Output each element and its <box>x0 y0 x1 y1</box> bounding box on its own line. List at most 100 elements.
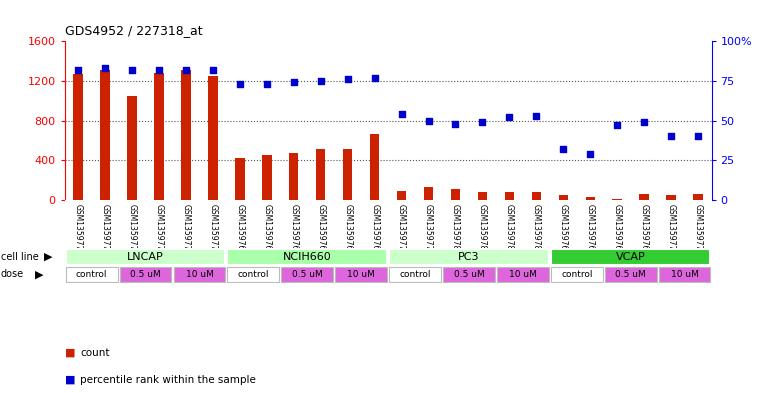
Text: GDS4952 / 227318_at: GDS4952 / 227318_at <box>65 24 202 37</box>
Text: count: count <box>80 348 110 358</box>
Bar <box>451 189 460 200</box>
Text: ▶: ▶ <box>35 270 43 279</box>
Point <box>153 67 165 73</box>
Bar <box>74 74 83 200</box>
Text: control: control <box>561 270 593 279</box>
Text: ▶: ▶ <box>44 252 53 262</box>
Bar <box>585 197 595 200</box>
Text: 10 uM: 10 uM <box>347 270 375 279</box>
Bar <box>667 195 676 200</box>
Point <box>422 118 435 124</box>
FancyBboxPatch shape <box>65 249 225 265</box>
Text: GSM1359772: GSM1359772 <box>74 204 83 255</box>
FancyBboxPatch shape <box>497 267 549 282</box>
Text: GSM1359766: GSM1359766 <box>559 204 568 255</box>
Point <box>396 111 408 118</box>
Text: GSM1359764: GSM1359764 <box>343 204 352 255</box>
Point <box>261 81 273 87</box>
FancyBboxPatch shape <box>659 267 711 282</box>
Text: GSM1359775: GSM1359775 <box>154 204 164 255</box>
FancyBboxPatch shape <box>228 267 279 282</box>
Text: GSM1359779: GSM1359779 <box>424 204 433 255</box>
Text: GSM1359774: GSM1359774 <box>128 204 136 255</box>
FancyBboxPatch shape <box>336 267 387 282</box>
Text: GSM1359769: GSM1359769 <box>640 204 648 255</box>
Text: GSM1359782: GSM1359782 <box>505 204 514 255</box>
Bar <box>478 192 487 200</box>
Point <box>368 75 380 81</box>
Point <box>450 121 462 127</box>
Text: percentile rank within the sample: percentile rank within the sample <box>80 375 256 385</box>
Text: ■: ■ <box>65 375 75 385</box>
Text: GSM1359761: GSM1359761 <box>263 204 272 255</box>
Point <box>692 133 704 140</box>
FancyBboxPatch shape <box>119 267 171 282</box>
Text: NCIH660: NCIH660 <box>283 252 332 262</box>
Bar <box>613 199 622 200</box>
Text: 0.5 uM: 0.5 uM <box>292 270 323 279</box>
FancyBboxPatch shape <box>443 267 495 282</box>
Text: GSM1359771: GSM1359771 <box>693 204 702 255</box>
Point <box>126 67 139 73</box>
Text: GSM1359765: GSM1359765 <box>370 204 379 255</box>
Bar <box>316 149 326 200</box>
Bar <box>181 70 191 200</box>
FancyBboxPatch shape <box>174 267 225 282</box>
Bar <box>262 155 272 200</box>
Bar <box>100 70 110 200</box>
Bar <box>209 76 218 200</box>
Text: 10 uM: 10 uM <box>186 270 213 279</box>
Point <box>180 67 192 73</box>
Bar <box>693 194 702 200</box>
FancyBboxPatch shape <box>551 249 711 265</box>
Text: GSM1359767: GSM1359767 <box>586 204 595 255</box>
Bar <box>127 96 137 200</box>
Point <box>207 67 219 73</box>
Text: control: control <box>400 270 431 279</box>
Bar <box>532 192 541 200</box>
Text: 0.5 uM: 0.5 uM <box>616 270 646 279</box>
Text: GSM1359778: GSM1359778 <box>397 204 406 255</box>
Bar <box>343 149 352 200</box>
Bar <box>370 134 379 200</box>
FancyBboxPatch shape <box>389 249 549 265</box>
FancyBboxPatch shape <box>551 267 603 282</box>
Point <box>503 114 515 121</box>
Point <box>99 65 111 72</box>
Text: GSM1359762: GSM1359762 <box>289 204 298 255</box>
Text: GSM1359773: GSM1359773 <box>100 204 110 255</box>
Text: GSM1359763: GSM1359763 <box>317 204 325 255</box>
Point <box>288 79 300 86</box>
Point <box>611 122 623 129</box>
Point <box>314 78 326 84</box>
Text: control: control <box>237 270 269 279</box>
Text: GSM1359776: GSM1359776 <box>181 204 190 255</box>
Point <box>476 119 489 125</box>
Point <box>342 76 354 83</box>
Text: GSM1359783: GSM1359783 <box>532 204 541 255</box>
Text: cell line: cell line <box>1 252 39 262</box>
Point <box>638 119 650 125</box>
Text: GSM1359770: GSM1359770 <box>667 204 676 255</box>
FancyBboxPatch shape <box>65 267 117 282</box>
Text: GSM1359760: GSM1359760 <box>235 204 244 255</box>
Point <box>530 113 543 119</box>
Point <box>234 81 246 87</box>
FancyBboxPatch shape <box>282 267 333 282</box>
Text: 10 uM: 10 uM <box>509 270 537 279</box>
Bar <box>397 191 406 200</box>
Text: 10 uM: 10 uM <box>670 270 699 279</box>
Bar <box>639 194 649 200</box>
Text: dose: dose <box>1 270 24 279</box>
Text: 0.5 uM: 0.5 uM <box>130 270 161 279</box>
Bar <box>559 195 568 200</box>
Text: GSM1359780: GSM1359780 <box>451 204 460 255</box>
Text: GSM1359781: GSM1359781 <box>478 204 487 255</box>
FancyBboxPatch shape <box>605 267 657 282</box>
Point <box>584 151 597 157</box>
Text: control: control <box>76 270 107 279</box>
FancyBboxPatch shape <box>389 267 441 282</box>
Text: GSM1359777: GSM1359777 <box>209 204 218 255</box>
Text: GSM1359768: GSM1359768 <box>613 204 622 255</box>
Point <box>72 67 84 73</box>
